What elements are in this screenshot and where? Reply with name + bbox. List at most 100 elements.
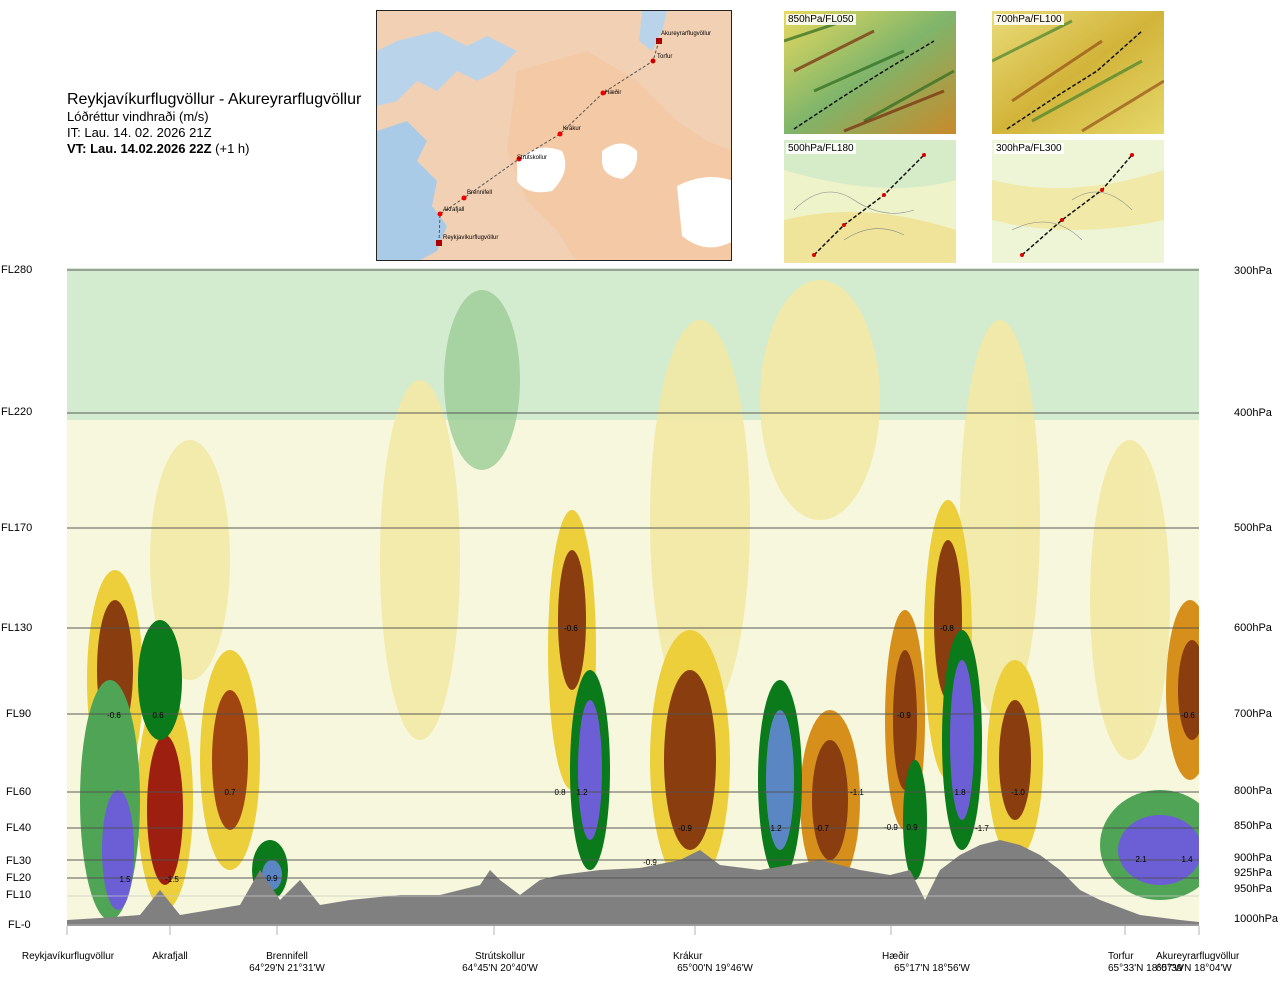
station-coords: 64°45'N 20°40'W: [462, 963, 538, 974]
waypoint-haedir-label: Hæðir: [605, 89, 621, 96]
waypoint-brennifell-label: Brennifell: [467, 190, 492, 196]
fl-label-fl0: FL-0: [8, 919, 31, 931]
value-label: 0.7: [224, 788, 236, 797]
value-label: -0.7: [815, 824, 829, 833]
station-reykjavikurflugvollur: Reykjavíkurflugvöllur: [14, 951, 122, 963]
station-akrafjall: Akrafjall: [140, 951, 200, 963]
thumbnail-500hpa-label: 500hPa/FL180: [786, 143, 856, 154]
fl-label-fl220: FL220: [1, 406, 33, 418]
value-label: 1.2: [770, 824, 782, 833]
waypoint-akrafjall-marker: [437, 211, 443, 217]
waypoint-haedir-marker: [600, 90, 606, 96]
thumbnail-850hpa[interactable]: 850hPa/FL050: [784, 11, 956, 134]
value-label: -1.5: [165, 875, 179, 884]
thumbnail-300hpa-image: [992, 140, 1164, 263]
value-label: 1.2: [576, 788, 588, 797]
pressure-label-600hpa: 600hPa: [1234, 622, 1272, 634]
station-name: Brennifell: [266, 951, 308, 962]
value-label: 1.4: [1181, 855, 1193, 864]
thumbnail-500hpa[interactable]: 500hPa/FL180: [784, 140, 956, 263]
waypoint-reykjavikurflugvollur-label: Reykjavíkurflugvöllur: [443, 235, 498, 241]
pressure-label-900hpa: 900hPa: [1234, 852, 1272, 864]
valid-time: VT: Lau. 14.02.2026 22Z: [67, 141, 212, 156]
value-label: -0.6: [564, 624, 578, 633]
station-coords: 65°17'N 18°56'W: [894, 963, 970, 974]
value-label: 1.8: [954, 788, 966, 797]
fl-label-fl170: FL170: [1, 522, 33, 534]
fl-label-fl40: FL40: [6, 822, 32, 834]
waypoint-krakur-label: Krákur: [563, 126, 581, 132]
station-ticks: [66, 926, 1200, 935]
waypoint-torfur-marker: [650, 58, 656, 64]
thumbnail-700hpa-image: [992, 11, 1164, 134]
station-coords: 65°00'N 19°46'W: [677, 963, 753, 974]
thumbnail-300hpa-label: 300hPa/FL300: [994, 143, 1064, 154]
title-block: Reykjavíkurflugvöllur - Akureyrarflugvöl…: [67, 90, 377, 157]
pressure-label-850hpa: 850hPa: [1234, 820, 1272, 832]
waypoint-akrafjall-label: Akrafjall: [443, 207, 464, 213]
sea-west: [377, 31, 517, 106]
fl-label-fl10: FL10: [6, 889, 32, 901]
thumbnail-700hpa[interactable]: 700hPa/FL100: [992, 11, 1164, 134]
station-name: Strútskollur: [474, 951, 525, 962]
station-krakur: Krákur 65°00'N 19°46'W: [665, 951, 765, 975]
value-label: 0.9: [906, 823, 918, 832]
pressure-label-500hpa: 500hPa: [1234, 522, 1272, 534]
value-label: -0.9: [643, 858, 657, 867]
pressure-label-400hpa: 400hPa: [1234, 407, 1272, 419]
pressure-label-300hpa: 300hPa: [1234, 265, 1272, 277]
pressure-label-925hpa: 925hPa: [1234, 867, 1272, 879]
cross-section-plot: -0.6 0.6 0.7 1.5 -1.5 0.9 -0.6 0.8 1.2 -…: [66, 268, 1200, 935]
thumbnail-850hpa-image: [784, 11, 956, 134]
thumbnail-300hpa[interactable]: 300hPa/FL300: [992, 140, 1164, 263]
thumbnail-850hpa-label: 850hPa/FL050: [786, 14, 856, 25]
fl-label-fl280: FL280: [1, 264, 33, 276]
glacier-vatnajokull: [677, 177, 731, 248]
value-label: -0.9: [897, 711, 911, 720]
waypoint-brennifell-marker: [461, 195, 467, 201]
value-label: 0.9: [266, 874, 278, 883]
station-haedir: Hæðir 65°17'N 18°56'W: [882, 951, 982, 975]
thumbnail-500hpa-image: [784, 140, 956, 263]
value-label: 2.1: [1135, 855, 1147, 864]
waypoint-reykjavikurflugvollur-marker: [436, 240, 442, 246]
sea-southwest: [377, 121, 447, 260]
value-label: -1.7: [975, 824, 989, 833]
downdraft-cells: [87, 500, 1199, 910]
station-name: Krákur: [673, 951, 703, 962]
route-line: [438, 40, 660, 244]
wind-barbs: [67, 269, 1199, 879]
station-strutskollur: Strútskollur 64°45'N 20°40'W: [450, 951, 550, 975]
station-coords: 65°39'N 18°04'W: [1156, 963, 1232, 974]
value-label: -0.6: [107, 711, 121, 720]
value-label: -0.6: [1181, 711, 1195, 720]
waypoint-akureyrarflugvollur-label: Akureyrarflugvöllur: [661, 31, 711, 37]
fl-label-fl130: FL130: [1, 622, 33, 634]
valid-offset: (+1 h): [215, 141, 250, 156]
thumbnail-700hpa-label: 700hPa/FL100: [994, 14, 1064, 25]
station-brennifell: Brennifell 64°29'N 21°31'W: [237, 951, 337, 975]
issue-time: IT: Lau. 14. 02. 2026 21Z: [67, 125, 212, 140]
value-label: 1.5: [119, 875, 131, 884]
field-subtitle: Lóðréttur vindhraði (m/s): [67, 109, 209, 124]
valid-time-line: VT: Lau. 14.02.2026 22Z (+1 h): [67, 141, 377, 157]
station-name: Akrafjall: [152, 951, 188, 962]
waypoint-strutskollur-label: Strútskollur: [517, 155, 547, 161]
glacier-langjokull: [517, 147, 566, 193]
fl-label-fl30: FL30: [6, 855, 32, 867]
station-name: Reykjavíkurflugvöllur: [21, 951, 115, 962]
route-map-svg: Akureyrarflugvöllur Torfur Hæðir Krákur …: [377, 11, 731, 260]
station-akureyrarflugvollur: Akureyrarflugvöllur 65°39'N 18°04'W: [1156, 951, 1272, 975]
pressure-label-1000hpa: 1000hPa: [1234, 913, 1279, 925]
route-map[interactable]: Akureyrarflugvöllur Torfur Hæðir Krákur …: [376, 10, 732, 261]
fl-label-fl90: FL90: [6, 708, 32, 720]
waypoint-strutskollur-marker: [516, 156, 522, 162]
value-label: -0.8: [940, 624, 954, 633]
pressure-label-800hpa: 800hPa: [1234, 785, 1272, 797]
terrain-profile: [67, 840, 1199, 926]
station-name: Torfur: [1108, 951, 1134, 962]
waypoint-akureyrarflugvollur-marker: [656, 38, 662, 44]
station-coords: 65°33'N 18°07'W: [1108, 963, 1184, 974]
station-torfur: Torfur 65°33'N 18°07'W: [1108, 951, 1184, 975]
station-coords: 64°29'N 21°31'W: [249, 963, 325, 974]
